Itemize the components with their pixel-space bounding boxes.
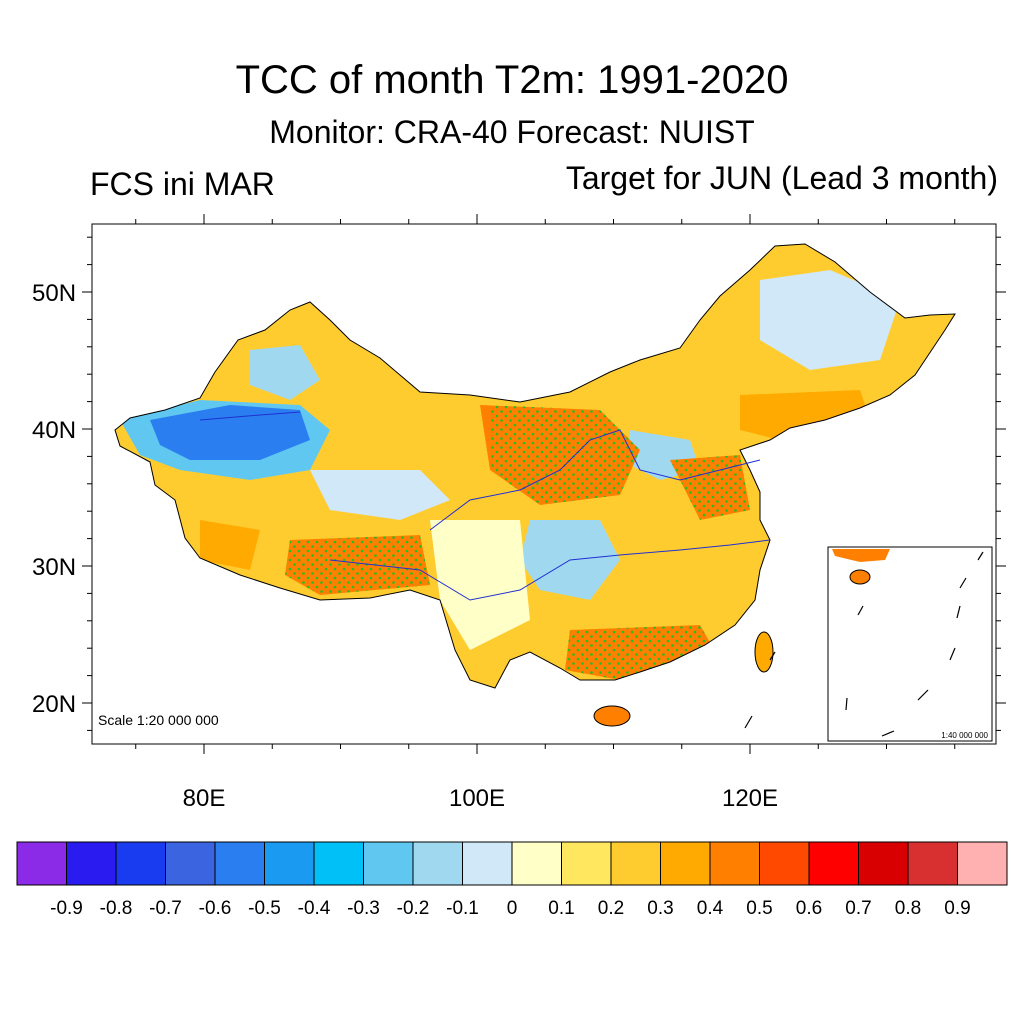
lat-label: 40N: [32, 417, 76, 444]
colorbar-label: -0.5: [248, 898, 281, 919]
lon-label: 120E: [722, 785, 778, 812]
tarim-river: [199, 411, 301, 421]
yangtze-river: [329, 539, 771, 601]
colorbar-swatch: [511, 841, 562, 886]
colorbar-swatch: [561, 841, 612, 886]
map-scale-text: Scale 1:20 000 000: [98, 712, 219, 728]
colorbar-swatch: [709, 841, 760, 886]
colorbar-swatch: [115, 841, 166, 886]
inset-scale-text: 1:40 000 000: [941, 731, 988, 740]
colorbar-label: 0.4: [697, 898, 724, 919]
init-month-label: FCS ini MAR: [90, 166, 275, 202]
south-china-sea-inset: 1:40 000 000: [827, 546, 993, 742]
colorbar-label: 0.5: [746, 898, 772, 919]
china-border: [114, 243, 956, 689]
colorbar-label: -0.6: [199, 898, 232, 919]
colorbar-swatch: [462, 841, 513, 886]
colorbar-swatch: [264, 841, 315, 886]
lon-label: 100E: [449, 785, 505, 812]
colorbar-swatch: [858, 841, 909, 886]
map-title: TCC of month T2m: 1991-2020: [235, 58, 789, 102]
field-weak-positive: [430, 520, 530, 650]
colorbar-label: -0.9: [50, 898, 83, 919]
colorbar-label: -0.3: [347, 898, 380, 919]
colorbar-swatch: [907, 841, 958, 886]
colorbar-swatch: [66, 841, 117, 886]
target-month-label: Target for JUN (Lead 3 month): [565, 160, 998, 196]
colorbar: -0.9 -0.8 -0.7 -0.6 -0.5 -0.4 -0.3 -0.2 -0.1 0 0.1…: [16, 841, 1008, 919]
field-positive-bohai: [740, 390, 870, 440]
colorbar-label: -0.7: [149, 898, 182, 919]
colorbar-label: 0.9: [944, 898, 970, 919]
colorbar-label: -0.1: [446, 898, 479, 919]
lat-label: 30N: [32, 554, 76, 581]
colorbar-label: 0.8: [895, 898, 921, 919]
inset-coast: [832, 549, 890, 562]
taiwan-island: [754, 631, 774, 673]
colorbar-label: -0.2: [397, 898, 430, 919]
colorbar-swatch: [808, 841, 859, 886]
field-positive-tibet-west: [200, 520, 260, 570]
colorbar-label: 0.1: [548, 898, 574, 919]
map-subtitle: Monitor: CRA-40 Forecast: NUIST: [269, 114, 755, 150]
colorbar-label: -0.4: [298, 898, 331, 919]
colorbar-swatch: [214, 841, 265, 886]
colorbar-swatch: [363, 841, 414, 886]
field-negative-northeast: [760, 270, 900, 370]
colorbar-swatch: [660, 841, 711, 886]
colorbar-swatch: [759, 841, 810, 886]
inset-hainan: [849, 569, 871, 585]
colorbar-swatch: [610, 841, 661, 886]
inset-nine-dash-line: [845, 551, 984, 737]
sea-dash: [769, 651, 776, 661]
lon-label: 80E: [183, 785, 226, 812]
colorbar-label: 0.2: [598, 898, 624, 919]
hainan-island: [593, 705, 631, 727]
colorbar-label: 0.7: [845, 898, 871, 919]
lat-label: 50N: [32, 280, 76, 307]
colorbar-label: 0.6: [796, 898, 822, 919]
colorbar-swatch: [313, 841, 364, 886]
yellow-river: [429, 429, 761, 531]
lat-label: 20N: [32, 691, 76, 718]
colorbar-label: 0.3: [647, 898, 673, 919]
colorbar-swatch: [16, 841, 67, 886]
field-weak-negative: [310, 470, 450, 520]
sea-dash: [744, 715, 753, 729]
colorbar-label: -0.8: [100, 898, 133, 919]
field-strong-negative: [150, 405, 310, 460]
colorbar-swatch: [165, 841, 216, 886]
field-negative-north: [250, 345, 320, 400]
colorbar-label: 0: [507, 898, 518, 919]
colorbar-swatch: [412, 841, 463, 886]
colorbar-swatch: [957, 841, 1008, 886]
map-axes: 50N 40N 30N 20N 80E 100E 120E: [32, 214, 1006, 812]
